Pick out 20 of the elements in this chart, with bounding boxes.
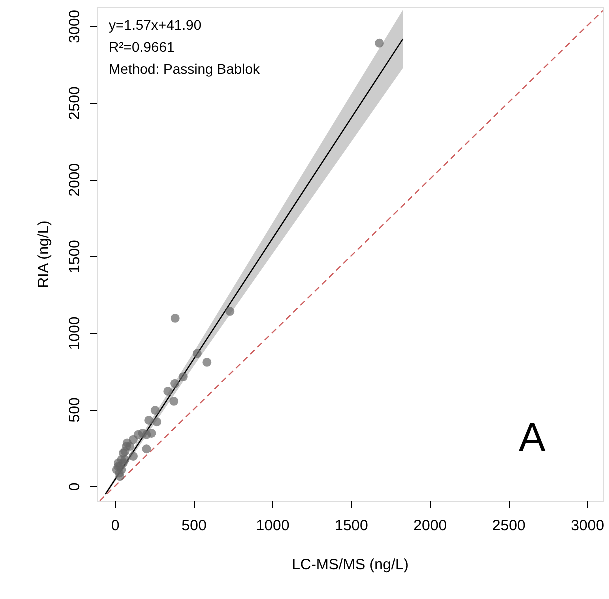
annotation: R²=0.9661 bbox=[109, 39, 175, 55]
x-tick-label: 0 bbox=[111, 518, 120, 534]
y-tick-label: 2000 bbox=[66, 163, 84, 197]
x-tick-label: 2500 bbox=[492, 518, 526, 534]
y-tick-label: 1500 bbox=[66, 240, 84, 274]
x-tick-label: 500 bbox=[182, 518, 207, 534]
y-tick-label: 500 bbox=[66, 398, 84, 423]
annotation: Method: Passing Bablok bbox=[109, 61, 261, 77]
y-tick-label: 3000 bbox=[66, 10, 84, 44]
annotation: y=1.57x+41.90 bbox=[109, 17, 202, 33]
annotation: A bbox=[519, 416, 546, 460]
x-axis-title: LC-MS/MS (ng/L) bbox=[292, 556, 409, 574]
x-tick-label: 3000 bbox=[571, 518, 604, 534]
x-tick-label: 2000 bbox=[414, 518, 448, 534]
x-tick-label: 1000 bbox=[256, 518, 290, 534]
y-axis-title: RIA (ng/L) bbox=[36, 220, 52, 288]
x-tick-label: 1500 bbox=[334, 518, 368, 534]
y-tick-label: 1000 bbox=[66, 316, 84, 350]
y-tick-label: 0 bbox=[66, 482, 84, 492]
y-tick-label: 2500 bbox=[66, 86, 84, 120]
